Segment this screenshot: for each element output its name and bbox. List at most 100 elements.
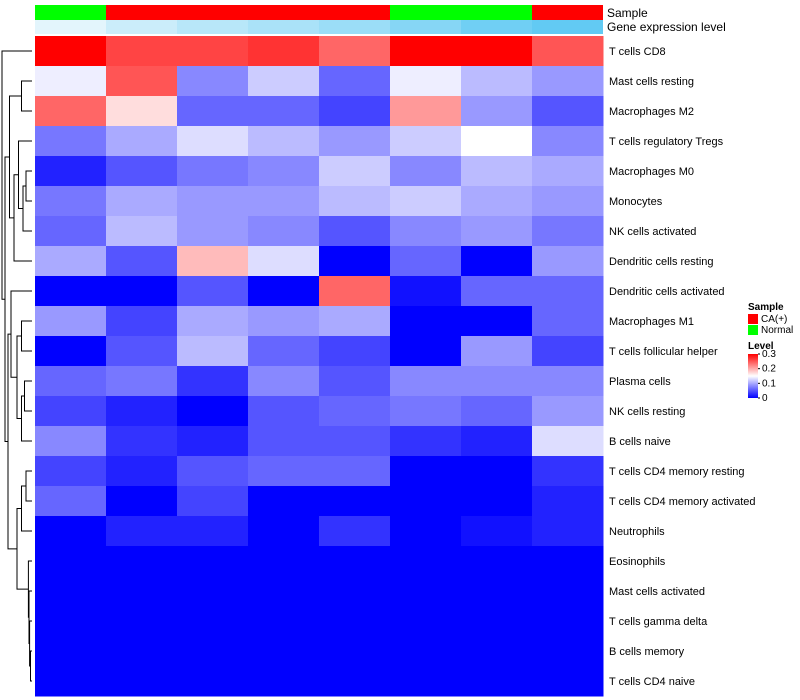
heatmap-cell bbox=[461, 606, 533, 637]
heatmap-cell bbox=[106, 306, 178, 337]
heatmap-cell bbox=[177, 156, 249, 187]
heatmap-cell bbox=[390, 126, 462, 157]
heatmap-cell bbox=[461, 666, 533, 697]
dendrogram-branch bbox=[21, 395, 32, 442]
heatmap-cell bbox=[532, 576, 604, 607]
heatmap-cell bbox=[106, 606, 178, 637]
legend-swatch bbox=[748, 325, 758, 335]
level-tick-label: 0.1 bbox=[762, 378, 776, 389]
heatmap-cell bbox=[177, 96, 249, 127]
heatmap-cell bbox=[319, 606, 391, 637]
heatmap-cell bbox=[532, 426, 604, 457]
expression-annotation-cell bbox=[319, 20, 390, 34]
sample-annotation-cell bbox=[461, 5, 532, 20]
heatmap-cell bbox=[532, 396, 604, 427]
heatmap-cell bbox=[390, 186, 462, 217]
heatmap-cell bbox=[35, 126, 107, 157]
heatmap-cell bbox=[35, 366, 107, 397]
level-tick-label: 0.3 bbox=[762, 349, 776, 360]
heatmap-cell bbox=[319, 666, 391, 697]
heatmap-cell bbox=[106, 636, 178, 667]
legend-label: Normal bbox=[761, 325, 793, 336]
heatmap-cell bbox=[177, 366, 249, 397]
heatmap-cell bbox=[532, 306, 604, 337]
heatmap-cell bbox=[390, 396, 462, 427]
heatmap-cell bbox=[106, 576, 178, 607]
heatmap-cell bbox=[390, 306, 462, 337]
heatmap-cell bbox=[532, 96, 604, 127]
heatmap-cell bbox=[532, 336, 604, 367]
sample-annotation-cell bbox=[106, 5, 177, 20]
dendrogram-branch bbox=[16, 335, 22, 419]
heatmap-cell bbox=[532, 66, 604, 97]
sample-annotation-cell bbox=[177, 5, 248, 20]
heatmap-cell bbox=[35, 666, 107, 697]
row-label: T cells CD4 memory activated bbox=[609, 496, 756, 508]
heatmap-cell bbox=[461, 246, 533, 277]
dendrogram-branch bbox=[4, 156, 10, 442]
heatmap-cell bbox=[248, 96, 320, 127]
heatmap-cell bbox=[532, 216, 604, 247]
heatmap-cell bbox=[248, 666, 320, 697]
dendrogram-branch bbox=[21, 80, 32, 112]
heatmap-cell bbox=[390, 246, 462, 277]
row-label: Plasma cells bbox=[609, 376, 671, 388]
heatmap-cell bbox=[248, 516, 320, 547]
heatmap-cell bbox=[177, 456, 249, 487]
heatmap-cell bbox=[390, 336, 462, 367]
dendrogram-branch bbox=[28, 590, 32, 644]
heatmap-cell bbox=[35, 96, 107, 127]
heatmap-cell bbox=[35, 306, 107, 337]
heatmap-cell bbox=[461, 36, 533, 67]
heatmap-cell bbox=[106, 516, 178, 547]
heatmap-cell bbox=[106, 396, 178, 427]
heatmap-cell bbox=[35, 576, 107, 607]
heatmap-cell bbox=[248, 186, 320, 217]
dendrogram-branch bbox=[7, 333, 17, 550]
heatmap-cell bbox=[319, 246, 391, 277]
heatmap-cell bbox=[532, 186, 604, 217]
heatmap-cell bbox=[106, 186, 178, 217]
heatmap-cell bbox=[319, 396, 391, 427]
heatmap-cell bbox=[248, 486, 320, 517]
row-label: T cells CD4 naive bbox=[609, 676, 695, 688]
row-label: Macrophages M0 bbox=[609, 166, 694, 178]
heatmap-cell bbox=[461, 486, 533, 517]
heatmap-cell bbox=[532, 546, 604, 577]
row-label: T cells gamma delta bbox=[609, 616, 708, 628]
heatmap-cell bbox=[461, 366, 533, 397]
row-label: Macrophages M2 bbox=[609, 106, 694, 118]
heatmap-cell bbox=[319, 366, 391, 397]
row-label: Neutrophils bbox=[609, 526, 665, 538]
heatmap-cell bbox=[319, 456, 391, 487]
heatmap-cell bbox=[319, 186, 391, 217]
dendrogram-branch bbox=[18, 140, 32, 209]
heatmap-cell bbox=[177, 546, 249, 577]
heatmap-cell bbox=[35, 36, 107, 67]
heatmap-cell bbox=[177, 246, 249, 277]
heatmap-cell bbox=[177, 186, 249, 217]
expression-annotation-cell bbox=[35, 20, 106, 34]
row-label: B cells memory bbox=[609, 646, 685, 658]
heatmap-cell bbox=[390, 216, 462, 247]
heatmap-cell bbox=[35, 216, 107, 247]
heatmap-cell bbox=[177, 36, 249, 67]
heatmap-cell bbox=[319, 306, 391, 337]
heatmap-cell bbox=[390, 456, 462, 487]
row-label: Monocytes bbox=[609, 196, 663, 208]
sample-annotation-cell bbox=[390, 5, 461, 20]
heatmap-cell bbox=[35, 276, 107, 307]
level-tick-label: 0 bbox=[762, 393, 768, 404]
heatmap-cell bbox=[177, 66, 249, 97]
heatmap-cell bbox=[177, 486, 249, 517]
heatmap-cell bbox=[177, 606, 249, 637]
heatmap-cell bbox=[390, 546, 462, 577]
heatmap-cell bbox=[248, 216, 320, 247]
heatmap-cell bbox=[461, 276, 533, 307]
sample-annotation-cell bbox=[248, 5, 319, 20]
heatmap-cell bbox=[177, 636, 249, 667]
heatmap-cell bbox=[35, 336, 107, 367]
heatmap-cell bbox=[106, 96, 178, 127]
row-label: Dendritic cells activated bbox=[609, 286, 725, 298]
